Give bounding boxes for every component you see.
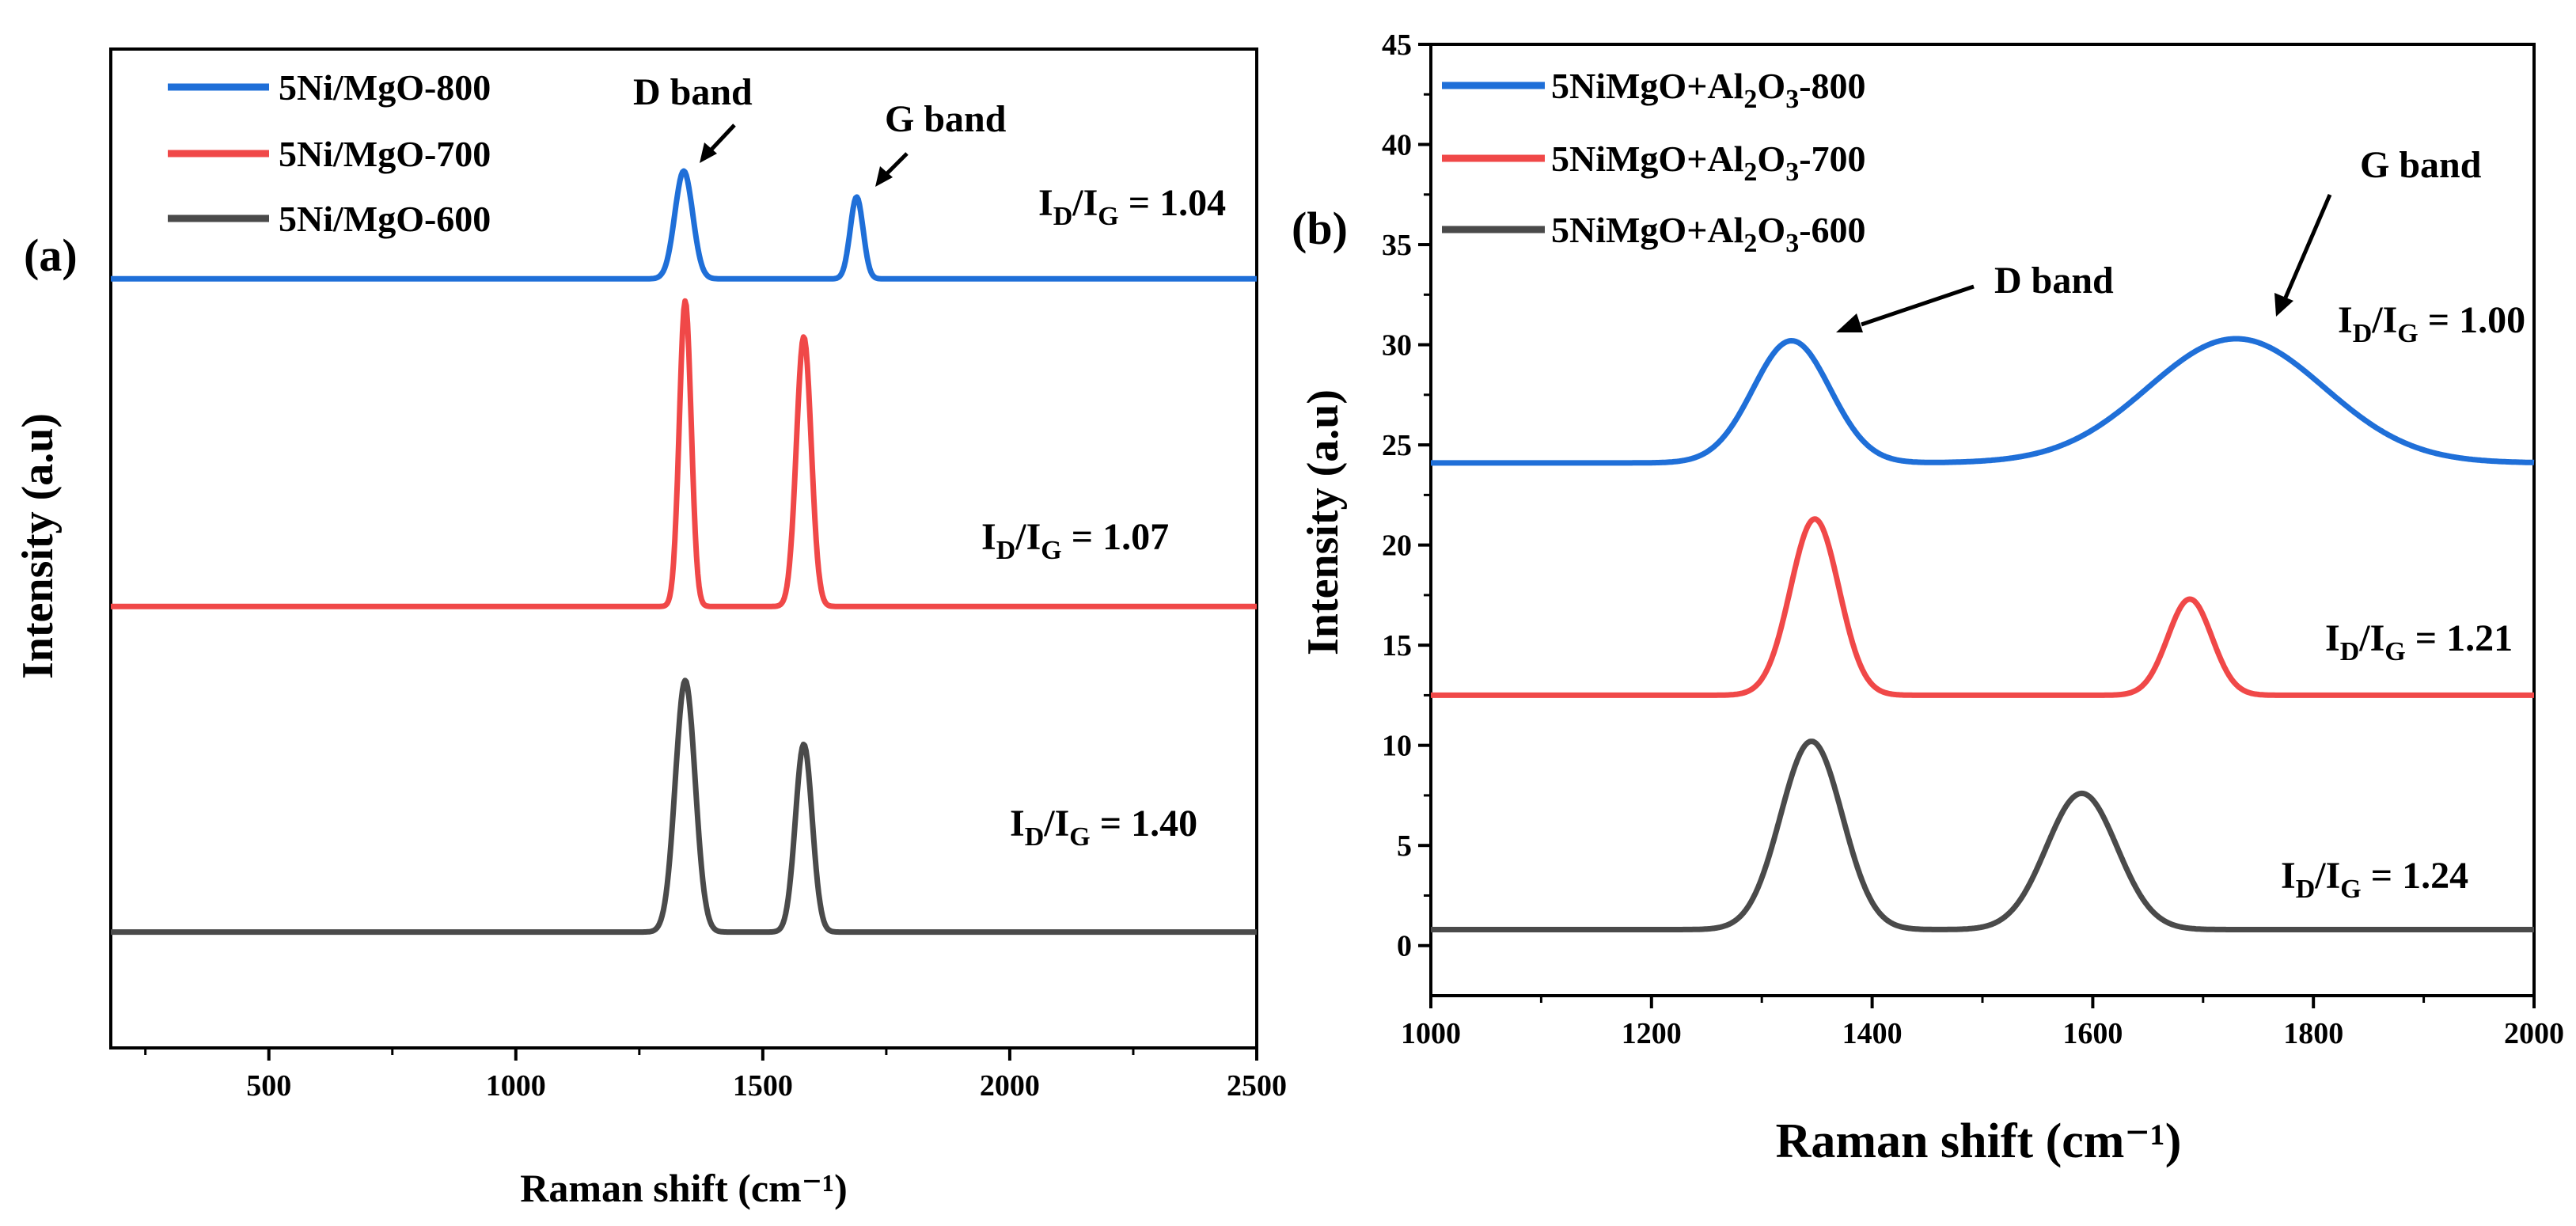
panel-a-x-tick-label-1500: 1500	[733, 1069, 793, 1103]
panel-b-ratio-600: ID/IG = 1.24	[2281, 855, 2468, 904]
panel-b-x-tick-label-1600: 1600	[2062, 1017, 2123, 1050]
legend-label-5ni-mgo-600: 5Ni/MgO-600	[279, 199, 491, 239]
legend-label-5nimgo-al2o3-600: 5NiMgO+Al2O3-600	[1551, 210, 1866, 258]
panel-b-y-tick-label-5: 5	[1397, 829, 1412, 863]
panel-b-g-band-arrow	[2283, 194, 2332, 298]
panel-b-x-axis-title: Raman shift (cm⁻¹)	[1776, 1114, 2182, 1168]
panel-a-series-line-2	[109, 678, 1258, 936]
panel-a-legend: 5Ni/MgO-800 5Ni/MgO-700 5Ni/MgO-600	[168, 67, 491, 239]
panel-b-x-ticks: 1000 1200 1400 1600 1800 2000	[1401, 996, 2564, 1050]
panel-b-series	[1429, 336, 2536, 932]
panel-a-d-band-arrow	[708, 123, 736, 154]
panel-b-y-tick-label-0: 0	[1397, 930, 1412, 963]
panel-b-y-tick-label-35: 35	[1382, 229, 1412, 262]
panel-b-x-tick-label-1000: 1000	[1401, 1017, 1461, 1050]
panel-a-x-tick-label-500: 500	[246, 1069, 291, 1103]
panel-a-x-tick-label-2000: 2000	[980, 1069, 1040, 1103]
panel-b-x-tick-label-2000: 2000	[2504, 1017, 2564, 1050]
panel-b-d-band-arrowhead	[1836, 313, 1863, 332]
panel-a-ratio-800: ID/IG = 1.04	[1038, 182, 1226, 231]
panel-a-g-band-arrowhead	[875, 166, 893, 187]
panel-a-x-axis-title: Raman shift (cm⁻¹)	[520, 1166, 848, 1210]
panel-b-ratio-800: ID/IG = 1.00	[2338, 299, 2525, 348]
panel-b-y-tick-label-15: 15	[1382, 629, 1412, 662]
panel-b-y-axis-title: Intensity (a.u)	[1299, 389, 1348, 655]
panel-a-y-axis-title: Intensity (a.u)	[13, 413, 63, 679]
panel-b-label: (b)	[1292, 203, 1348, 254]
panel-b-y-tick-label-40: 40	[1382, 129, 1412, 162]
panel-b-frame	[1429, 43, 2536, 997]
panel-b-x-tick-label-1400: 1400	[1842, 1017, 1903, 1050]
legend-label-5nimgo-al2o3-700: 5NiMgO+Al2O3-700	[1551, 139, 1866, 187]
panel-a: 500 1000 1500 2000 2500 (a) Intensity (a.u) …	[13, 47, 1287, 1210]
panel-b-series-line-0	[1429, 336, 2536, 466]
panel-a-x-ticks: 500 1000 1500 2000 2500	[144, 1048, 1287, 1103]
panel-a-series-line-1	[109, 298, 1258, 609]
panel-a-series	[109, 168, 1258, 936]
panel-a-label: (a)	[24, 230, 78, 281]
panel-a-g-band-arrow	[883, 152, 909, 177]
panel-b-y-tick-label-45: 45	[1382, 28, 1412, 62]
panel-b-legend: 5NiMgO+Al2O3-800 5NiMgO+Al2O3-700 5NiMgO…	[1442, 66, 1866, 258]
panel-b-y-tick-label-10: 10	[1382, 730, 1412, 763]
panel-b-d-band-label: D band	[1994, 260, 2114, 302]
panel-a-d-band-label: D band	[633, 71, 753, 113]
panel-b-y-tick-label-20: 20	[1382, 529, 1412, 563]
panel-a-ratio-700: ID/IG = 1.07	[981, 516, 1169, 565]
panel-b: 1000 1200 1400 1600 1800 2000 0 5 10 15 20 25 30 35 4…	[1292, 28, 2564, 1168]
panel-b-x-tick-label-1200: 1200	[1622, 1017, 1682, 1050]
panel-a-ratio-600: ID/IG = 1.40	[1010, 803, 1197, 852]
legend-label-5ni-mgo-800: 5Ni/MgO-800	[279, 67, 491, 108]
panel-a-x-tick-label-2500: 2500	[1227, 1069, 1287, 1103]
panel-b-y-tick-label-30: 30	[1382, 329, 1412, 362]
panel-a-x-tick-label-1000: 1000	[486, 1069, 546, 1103]
panel-b-d-band-arrow	[1861, 284, 1975, 327]
panel-b-y-ticks: 0 5 10 15 20 25 30 35 40 45	[1382, 28, 1431, 963]
panel-a-frame	[109, 47, 1258, 1050]
panel-a-d-band-arrowhead	[700, 142, 717, 163]
panel-b-y-tick-label-25: 25	[1382, 429, 1412, 462]
panel-b-g-band-arrowhead	[2274, 293, 2293, 317]
panel-b-ratio-700: ID/IG = 1.21	[2325, 617, 2513, 666]
panel-b-series-line-1	[1429, 516, 2536, 698]
panel-b-series-line-2	[1429, 738, 2536, 932]
legend-label-5ni-mgo-700: 5Ni/MgO-700	[279, 134, 491, 174]
panel-b-g-band-label: G band	[2360, 144, 2482, 186]
panel-a-series-line-0	[109, 168, 1258, 282]
panel-a-g-band-label: G band	[885, 98, 1007, 140]
legend-label-5nimgo-al2o3-800: 5NiMgO+Al2O3-800	[1551, 66, 1866, 114]
panel-b-x-tick-label-1800: 1800	[2283, 1017, 2343, 1050]
